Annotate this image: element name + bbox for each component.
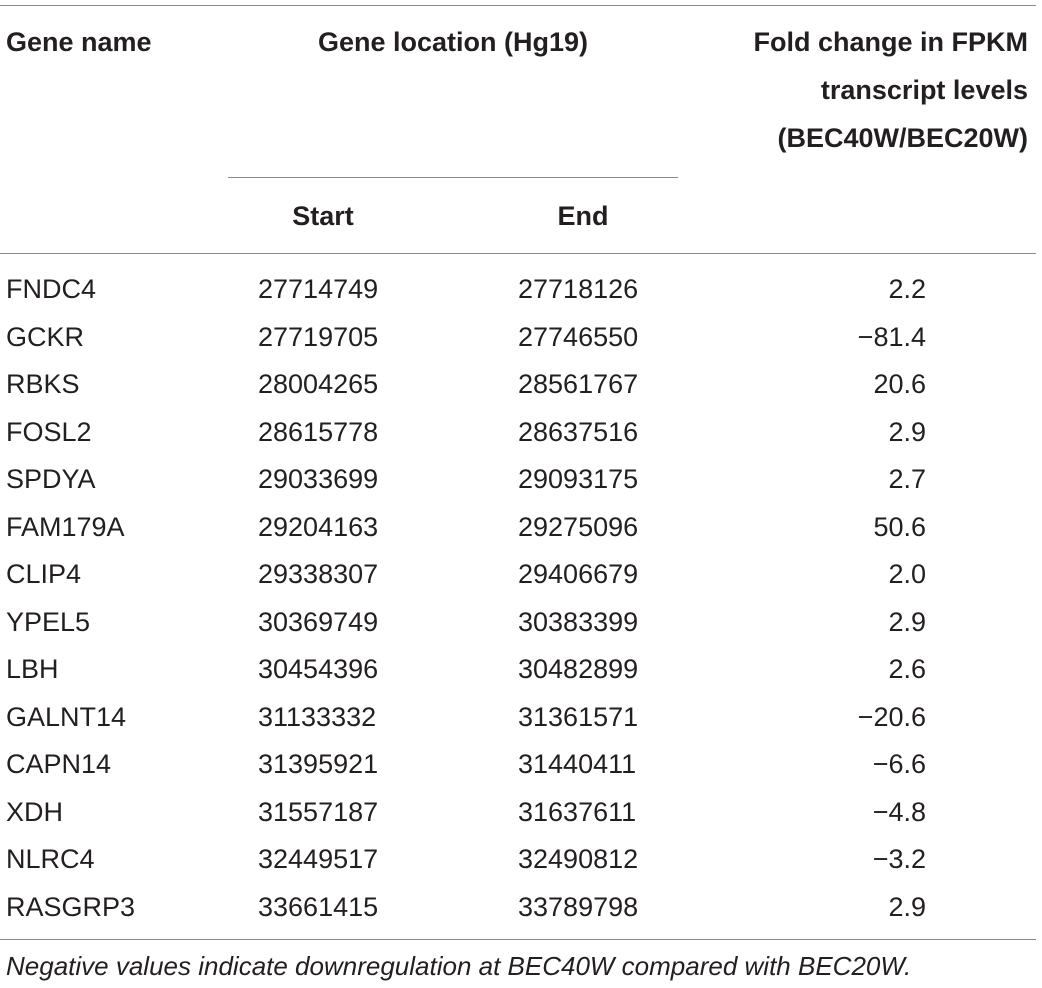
end-cell: 31361571	[518, 701, 639, 732]
fold-change-cell: −6.6	[872, 749, 926, 779]
start-cell: 29338307	[258, 559, 379, 589]
header-fold-change: Fold change in FPKM transcript levels (B…	[754, 18, 1029, 162]
end-cell: 29275096	[518, 511, 639, 542]
start-cell: 30369749	[258, 606, 379, 637]
end-cell: 30383399	[518, 606, 639, 637]
end-cell: 31637611	[518, 796, 637, 827]
fold-change-cell: 2.9	[888, 891, 926, 922]
gene-cell: CLIP4	[6, 559, 82, 589]
fold-change-cell: 20.6	[873, 369, 926, 399]
fold-change-cell: 2.9	[888, 606, 926, 637]
start-cell: 28615778	[258, 416, 379, 447]
gene-cell: FOSL2	[6, 416, 92, 447]
start-cell: 29033699	[258, 464, 379, 494]
header-fold-change-line-2: transcript levels	[820, 75, 1028, 105]
start-cell: 32449517	[258, 844, 379, 874]
end-cell: 28637516	[518, 416, 639, 447]
fold-change-cell: −20.6	[857, 701, 926, 732]
start-cell: 27719705	[258, 321, 379, 352]
gene-cell: RASGRP3	[6, 891, 136, 922]
gene-cell: GCKR	[6, 321, 85, 352]
end-cell: 28561767	[518, 369, 639, 399]
end-cell: 33789798	[518, 891, 639, 922]
header-gene-name: Gene name	[6, 27, 152, 57]
start-cell: 29204163	[258, 511, 379, 542]
start-cell: 27714749	[258, 274, 379, 304]
start-cell: 28004265	[258, 369, 379, 399]
header-bottom-rule	[0, 253, 1036, 254]
header-fold-change-line-1: Fold change in FPKM	[753, 27, 1029, 57]
start-cell: 31133332	[258, 701, 377, 732]
fold-change-cell: 2.2	[888, 274, 926, 304]
location-subheader-rule	[228, 177, 678, 178]
gene-cell: FNDC4	[6, 274, 97, 304]
header-start: Start	[292, 201, 354, 231]
end-cell: 32490812	[518, 844, 639, 874]
gene-cell: XDH	[6, 796, 64, 827]
header-end: End	[557, 201, 609, 231]
fold-change-cell: 50.6	[873, 511, 926, 542]
bottom-rule	[0, 939, 1036, 940]
start-cell: 31395921	[258, 749, 379, 779]
end-cell: 31440411	[518, 749, 637, 779]
start-cell: 31557187	[258, 796, 379, 827]
fold-change-cell: 2.0	[888, 559, 926, 589]
end-cell: 29406679	[518, 559, 639, 589]
gene-cell: NLRC4	[6, 844, 95, 874]
gene-cell: GALNT14	[6, 701, 127, 732]
fold-change-cell: −81.4	[857, 321, 926, 352]
end-cell: 27746550	[518, 321, 639, 352]
gene-cell: LBH	[6, 654, 59, 684]
end-cell: 30482899	[518, 654, 639, 684]
fold-change-cell: −4.8	[872, 796, 926, 827]
fold-change-cell: 2.7	[888, 464, 926, 494]
gene-cell: FAM179A	[6, 511, 125, 542]
gene-cell: SPDYA	[6, 464, 96, 494]
header-fold-change-line-3: (BEC40W/BEC20W)	[777, 123, 1028, 153]
fold-change-cell: 2.6	[888, 654, 926, 684]
header-gene-location: Gene location (Hg19)	[317, 27, 589, 57]
start-cell: 30454396	[258, 654, 379, 684]
fold-change-cell: 2.9	[888, 416, 926, 447]
gene-cell: YPEL5	[6, 606, 91, 637]
top-rule	[0, 5, 1036, 6]
table-footnote: Negative values indicate downregulation …	[6, 951, 912, 981]
end-cell: 27718126	[518, 274, 639, 304]
end-cell: 29093175	[518, 464, 639, 494]
gene-cell: CAPN14	[6, 749, 112, 779]
fold-change-cell: −3.2	[872, 844, 926, 874]
start-cell: 33661415	[258, 891, 379, 922]
gene-cell: RBKS	[6, 369, 80, 399]
